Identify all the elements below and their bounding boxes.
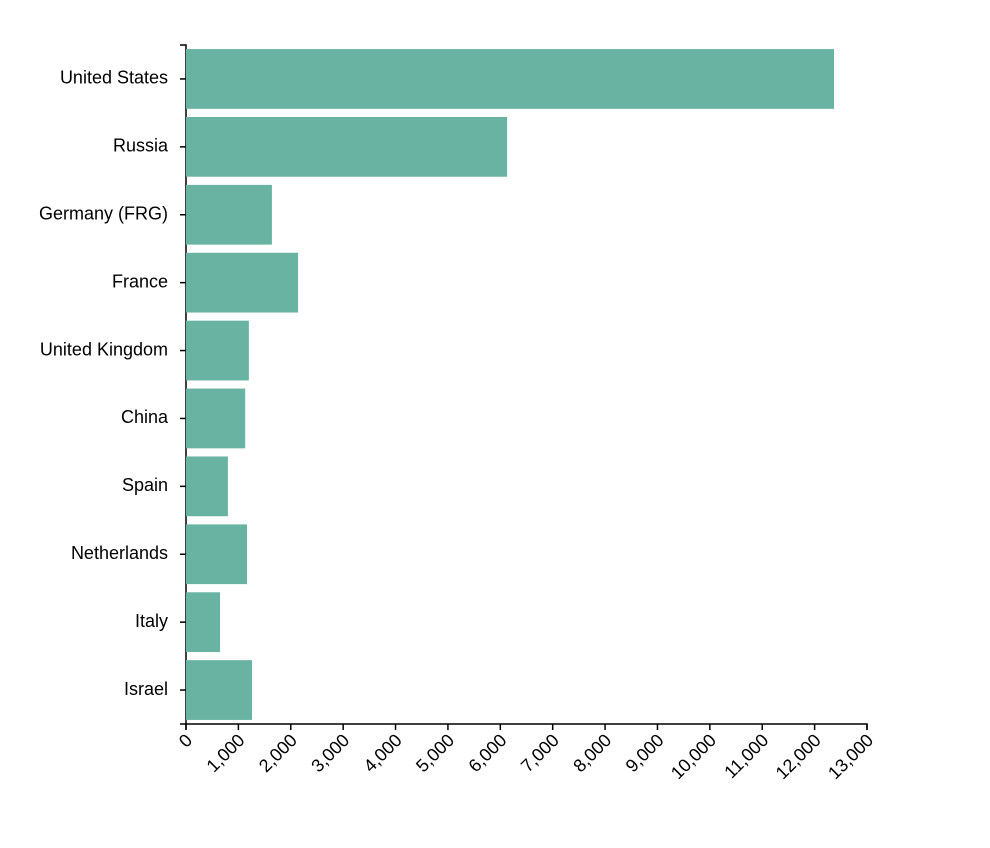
bar bbox=[186, 660, 253, 720]
bar bbox=[186, 184, 272, 245]
x-tick-label: 4,000 bbox=[360, 730, 406, 776]
x-tick-label: 5,000 bbox=[412, 730, 458, 776]
bar bbox=[186, 592, 221, 653]
x-tick-label: 7,000 bbox=[517, 730, 563, 776]
y-tick-label: Italy bbox=[135, 611, 168, 631]
x-tick-label: 11,000 bbox=[720, 730, 772, 782]
x-tick-label: 9,000 bbox=[622, 730, 668, 776]
y-tick-label: Spain bbox=[122, 475, 168, 495]
y-tick-label: United States bbox=[60, 68, 168, 88]
x-tick-label: 0 bbox=[175, 730, 196, 751]
y-tick-label: Germany (FRG) bbox=[39, 204, 168, 224]
y-axis bbox=[180, 44, 187, 725]
y-tick-label: Israel bbox=[124, 679, 168, 699]
x-tick-label: 10,000 bbox=[667, 730, 720, 783]
y-tick-label: China bbox=[121, 407, 169, 427]
y-tick-label: Russia bbox=[113, 136, 169, 156]
x-tick-label: 1,000 bbox=[203, 730, 249, 776]
x-axis bbox=[185, 723, 868, 730]
bar bbox=[186, 388, 246, 449]
x-tick-label: 2,000 bbox=[255, 730, 301, 776]
x-tick-label: 8,000 bbox=[569, 730, 615, 776]
bar bbox=[186, 524, 248, 585]
y-tick-label: France bbox=[112, 271, 168, 291]
x-tick-label: 12,000 bbox=[772, 730, 825, 783]
x-tick-label: 3,000 bbox=[307, 730, 353, 776]
bar bbox=[186, 320, 249, 381]
x-tick-label: 13,000 bbox=[824, 730, 877, 783]
bar bbox=[186, 116, 508, 177]
y-tick-label: United Kingdom bbox=[40, 339, 168, 359]
bar bbox=[186, 49, 834, 109]
bar bbox=[186, 456, 228, 517]
x-tick-label: 6,000 bbox=[464, 730, 510, 776]
bar bbox=[186, 252, 299, 313]
y-tick-label: Netherlands bbox=[71, 543, 168, 563]
